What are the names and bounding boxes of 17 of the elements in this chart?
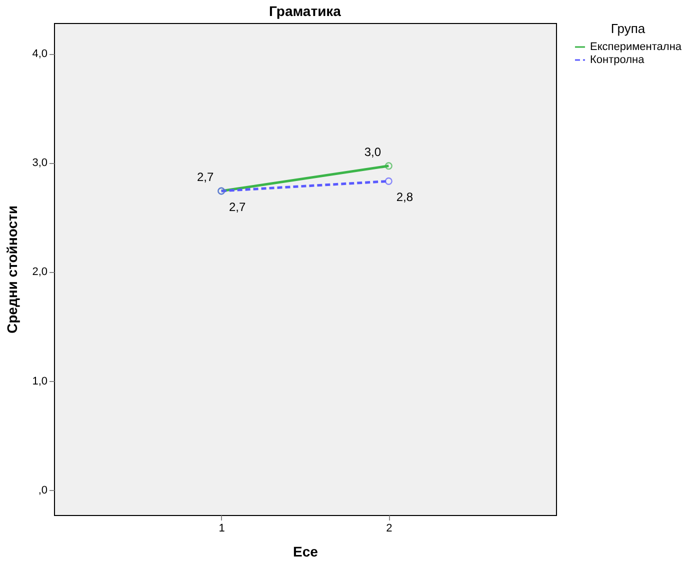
y-tick-label: 4,0 bbox=[32, 48, 48, 60]
x-tick-label: 2 bbox=[386, 522, 392, 534]
y-tick-label: ,0 bbox=[38, 484, 48, 496]
data-label: 2,7 bbox=[196, 170, 214, 184]
y-tick-label: 1,0 bbox=[32, 375, 48, 388]
data-label: 2,7 bbox=[228, 200, 246, 214]
legend-title: Група bbox=[610, 21, 646, 36]
data-label: 3,0 bbox=[364, 144, 382, 159]
y-axis-title: Средни стойности bbox=[4, 206, 20, 334]
x-tick-label: 1 bbox=[218, 522, 225, 534]
data-label: 2,8 bbox=[396, 190, 414, 204]
legend-label: Експериментална bbox=[590, 41, 682, 53]
x-axis-title: Есе bbox=[293, 544, 318, 560]
legend-label: Контролна bbox=[590, 54, 646, 66]
chart-title: Граматика bbox=[269, 3, 342, 19]
y-tick-label: 2,0 bbox=[32, 266, 48, 278]
y-tick-label: 3,0 bbox=[32, 157, 48, 170]
